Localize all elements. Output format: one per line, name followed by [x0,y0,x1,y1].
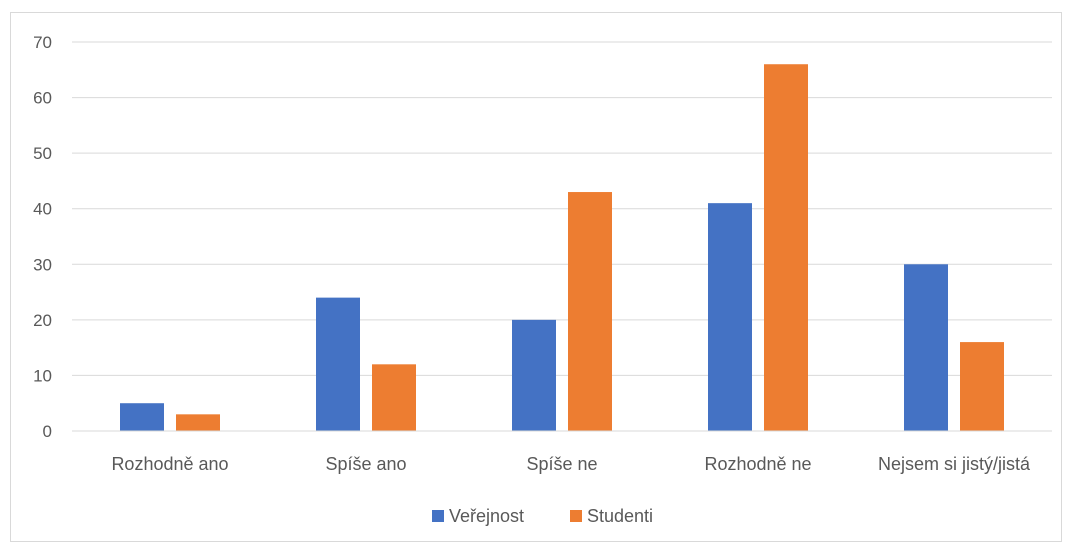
x-tick-label: Rozhodně ano [111,454,228,474]
bar-verejnost-2 [316,297,360,431]
x-tick-label: Spíše ne [526,454,597,474]
y-tick-label: 40 [33,200,52,219]
y-axis-ticks: 0 10 20 30 40 50 60 70 [33,33,52,441]
y-tick-label: 50 [33,144,52,163]
legend-label-studenti: Studenti [587,506,653,526]
gridlines [72,41,1052,376]
y-tick-label: 10 [33,366,52,385]
y-tick-label: 30 [33,255,52,274]
x-tick-label: Nejsem si jistý/jistá [878,454,1031,474]
x-axis-labels: Rozhodně ano Spíše ano Spíše ne Rozhodně ne… [111,454,1031,474]
bar-verejnost-4 [708,203,752,431]
bar-studenti-2 [372,364,416,431]
y-tick-label: 60 [33,89,52,108]
legend-swatch-verejnost [432,510,444,522]
bar-verejnost-3 [512,319,556,431]
y-tick-label: 70 [33,33,52,52]
bars [120,64,1004,431]
legend: Veřejnost Studenti [432,506,653,526]
bar-verejnost-1 [120,403,164,431]
x-tick-label: Spíše ano [325,454,406,474]
chart-frame [10,12,1062,542]
y-tick-label: 20 [33,311,52,330]
y-tick-label: 0 [43,422,52,441]
legend-swatch-studenti [570,510,582,522]
x-tick-label: Rozhodně ne [704,454,811,474]
bar-studenti-4 [764,64,808,431]
bar-verejnost-5 [904,264,948,431]
bar-studenti-3 [568,192,612,431]
bar-studenti-1 [176,414,220,431]
legend-label-verejnost: Veřejnost [449,506,524,526]
bar-studenti-5 [960,342,1004,431]
